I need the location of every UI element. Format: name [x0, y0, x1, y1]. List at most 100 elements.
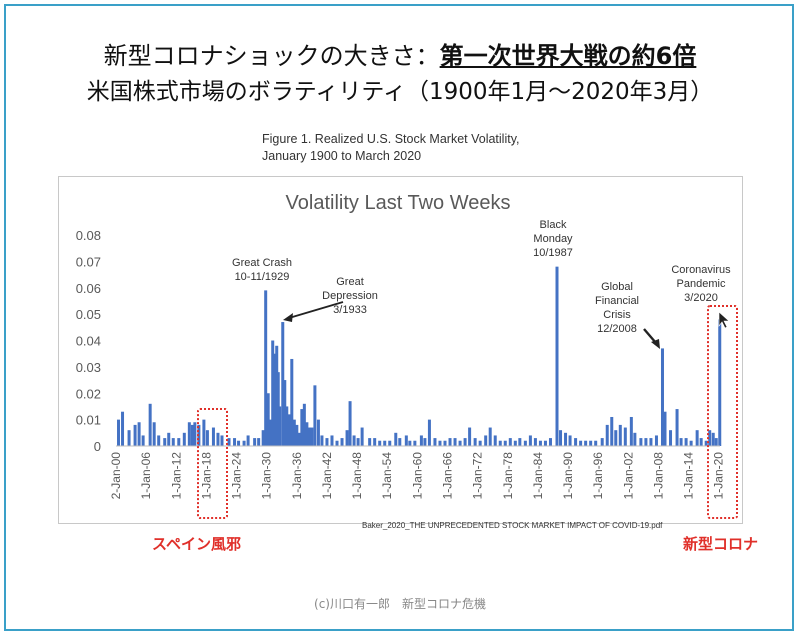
volatility-bar: [543, 440, 547, 446]
chart-title: Volatility Last Two Weeks: [286, 192, 511, 214]
volatility-bar: [708, 430, 712, 446]
volatility-bar: [300, 409, 304, 446]
volatility-bar: [163, 438, 167, 446]
volatility-bar: [269, 419, 273, 446]
slide-title-line2: 米国株式市場のボラティリティ（1900年1月～2020年3月）: [86, 79, 714, 105]
x-tick-label: 1-Jan-06: [139, 452, 153, 500]
volatility-bar: [633, 432, 637, 446]
volatility-bar: [423, 438, 427, 446]
volatility-bar: [352, 435, 356, 446]
x-tick-label: 1-Jan-24: [230, 452, 244, 500]
covid-highlight-box: [707, 305, 738, 519]
volatility-bar: [488, 427, 492, 446]
great-depression-annotation-line: Depression: [322, 290, 378, 302]
x-tick-label: 1-Jan-36: [290, 452, 304, 500]
source-note: Baker_2020_THE UNPRECEDENTED STOCK MARKE…: [362, 521, 663, 530]
volatility-bar: [660, 348, 664, 446]
x-tick-label: 1-Jan-48: [350, 452, 364, 500]
volatility-bar: [368, 438, 372, 446]
volatility-bar: [378, 440, 382, 446]
volatility-bar: [283, 380, 287, 446]
y-tick-label: 0.08: [76, 228, 101, 243]
volatility-bar: [127, 430, 131, 446]
x-tick-label: 1-Jan-54: [380, 452, 394, 500]
volatility-bar: [699, 438, 703, 446]
volatility-bar: [498, 440, 502, 446]
volatility-bar: [227, 438, 231, 446]
volatility-bar: [237, 440, 241, 446]
spanish-flu-label: スペイン風邪: [152, 535, 241, 553]
volatility-bar: [518, 438, 522, 446]
volatility-bar: [187, 422, 191, 446]
volatility-bar: [193, 422, 197, 446]
volatility-bar: [290, 358, 294, 446]
volatility-bar: [253, 438, 257, 446]
coronavirus-annotation-line: 3/2020: [684, 292, 718, 304]
y-tick-label: 0.07: [76, 254, 101, 269]
financial-crisis-annotation-line: Global: [601, 281, 633, 293]
chart-area: [58, 176, 743, 524]
volatility-bar: [148, 403, 152, 446]
volatility-bar: [261, 430, 265, 446]
black-monday-annotation-line: Monday: [533, 233, 573, 245]
volatility-bar: [404, 435, 408, 446]
volatility-bar: [281, 322, 285, 446]
volatility-bar: [190, 424, 194, 446]
volatility-bar: [654, 435, 658, 446]
volatility-bar: [313, 385, 317, 446]
mouse-cursor-icon: [718, 311, 730, 329]
volatility-bar: [568, 435, 572, 446]
volatility-bar: [320, 435, 324, 446]
volatility-bar: [669, 430, 673, 446]
volatility-bar: [468, 427, 472, 446]
x-tick-label: 1-Jan-30: [260, 452, 274, 500]
volatility-bar: [718, 319, 722, 446]
depression-arrow-head: [283, 313, 293, 322]
x-tick-label: 1-Jan-66: [441, 452, 455, 500]
y-tick-label: 0.02: [76, 386, 101, 401]
volatility-bar: [152, 422, 156, 446]
figure-caption: Figure 1. Realized U.S. Stock Market Vol…: [262, 131, 520, 165]
y-tick-label: 0.04: [76, 334, 101, 349]
volatility-bar: [589, 440, 593, 446]
volatility-bar: [523, 440, 527, 446]
great-depression-annotation-line: 3/1933: [333, 304, 367, 316]
volatility-bar: [513, 440, 517, 446]
volatility-bar: [689, 440, 693, 446]
volatility-bar: [316, 419, 320, 446]
volatility-bar: [478, 440, 482, 446]
great-crash-annotation-line: Great Crash: [232, 257, 292, 269]
black-monday-annotation-line: Black: [540, 219, 567, 231]
volatility-bar: [295, 424, 299, 446]
volatility-bar: [408, 440, 412, 446]
gfc-arrow-head: [651, 339, 660, 349]
figure-caption-line1: Figure 1. Realized U.S. Stock Market Vol…: [262, 132, 520, 146]
volatility-bar: [398, 438, 402, 446]
volatility-bar: [220, 435, 224, 446]
volatility-bar: [675, 409, 679, 446]
credit-text: (c)川口有一郎 新型コロナ危機: [314, 597, 486, 611]
volatility-bar: [559, 430, 563, 446]
volatility-bar: [330, 435, 334, 446]
volatility-bar: [205, 430, 209, 446]
volatility-bar: [463, 438, 467, 446]
volatility-bar: [508, 438, 512, 446]
volatility-bar: [433, 438, 437, 446]
x-tick-label: 1-Jan-18: [199, 452, 213, 500]
y-tick-label: 0.01: [76, 413, 101, 428]
x-tick-label: 1-Jan-90: [561, 452, 575, 500]
volatility-bar: [287, 414, 291, 446]
x-tick-label: 1-Jan-96: [591, 452, 605, 500]
volatility-bar: [345, 430, 349, 446]
volatility-bar: [493, 435, 497, 446]
volatility-bar: [679, 438, 683, 446]
slide-frame: [4, 4, 794, 631]
volatility-bar: [538, 440, 542, 446]
x-tick-label: 1-Jan-84: [531, 452, 545, 500]
x-tick-label: 1-Jan-08: [651, 452, 665, 500]
volatility-bar: [276, 372, 280, 446]
volatility-bar: [458, 440, 462, 446]
volatility-bar: [564, 432, 568, 446]
volatility-bar: [695, 430, 699, 446]
